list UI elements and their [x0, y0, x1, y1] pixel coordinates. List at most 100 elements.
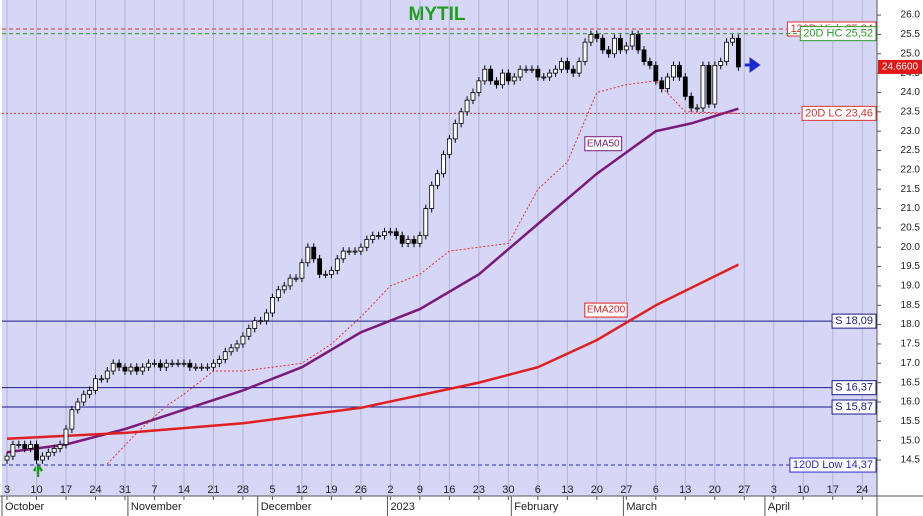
- x-tick-label: 13: [679, 484, 691, 496]
- x-tick-label: 24: [89, 484, 101, 496]
- y-tick-label: 18.0: [901, 319, 921, 330]
- y-tick-label: 16.0: [901, 397, 921, 408]
- candle-body: [4, 455, 10, 461]
- trend-arrow: [744, 57, 761, 73]
- candle-body: [712, 64, 718, 105]
- candle-body: [305, 246, 311, 264]
- x-tick-label: 31: [119, 484, 131, 496]
- y-tick-label: 21.0: [901, 203, 921, 214]
- y-tick-label: 22.5: [901, 145, 921, 156]
- x-tick-label: 28: [237, 484, 249, 496]
- candle-body: [116, 362, 122, 368]
- candle-body: [405, 239, 411, 244]
- x-tick-label: 27: [738, 484, 750, 496]
- month-label: 2023: [390, 501, 414, 513]
- candle-body: [411, 239, 417, 244]
- x-tick-label: 23: [473, 484, 485, 496]
- candle-body: [735, 37, 741, 68]
- candle-body: [228, 347, 234, 353]
- candle-body: [641, 49, 647, 62]
- candle-body: [234, 343, 240, 349]
- candle-body: [511, 76, 517, 82]
- candle-body: [57, 444, 63, 449]
- candle-body: [246, 328, 252, 337]
- candle-body: [34, 444, 39, 461]
- y-tick-label: 14.5: [901, 455, 921, 466]
- month-label: December: [261, 501, 312, 513]
- series-label: EMA200: [587, 305, 626, 316]
- candle-body: [700, 64, 706, 109]
- candle-body: [110, 362, 116, 372]
- candle-body: [258, 320, 264, 323]
- candle-body: [671, 64, 676, 78]
- candle-body: [264, 312, 269, 322]
- candle-body: [505, 72, 511, 82]
- candle-body: [329, 270, 334, 275]
- y-tick-label: 23.0: [901, 126, 921, 137]
- level-box: [831, 399, 877, 415]
- x-tick-label: 2: [387, 484, 393, 496]
- level-label: 20D LC 23,46: [805, 107, 873, 119]
- y-tick-label: 18.5: [901, 300, 921, 311]
- y-tick-label: 23.5: [901, 106, 921, 117]
- last-price-box: [878, 59, 922, 74]
- candle-body: [423, 208, 429, 237]
- candle-body: [441, 153, 446, 175]
- candle-body: [16, 444, 22, 446]
- candle-body: [458, 111, 464, 124]
- indicator-line: [6, 107, 739, 454]
- candle-body: [582, 41, 588, 62]
- candle-body: [87, 389, 92, 395]
- candle-body: [612, 37, 617, 55]
- plot-area: [2, 0, 877, 496]
- candle-body: [157, 362, 163, 368]
- x-tick-label: 20: [709, 484, 721, 496]
- level-tag: 120D Low 14,37: [789, 457, 877, 473]
- x-tick-label: 12: [296, 484, 308, 496]
- candle-body: [694, 107, 700, 110]
- x-tick-label: 21: [207, 484, 219, 496]
- x-tick-label: 3: [771, 484, 777, 496]
- level-box: [799, 26, 877, 42]
- y-tick-label: 21.5: [901, 184, 921, 195]
- x-tick-label: 3: [4, 484, 10, 496]
- candle-body: [205, 366, 210, 369]
- candle-body: [22, 444, 28, 449]
- month-label: November: [131, 501, 182, 513]
- candle-body: [417, 235, 423, 244]
- candle-body: [677, 64, 682, 78]
- candle-body: [529, 68, 535, 71]
- candle-body: [352, 250, 358, 253]
- indicator-line: [6, 263, 739, 440]
- series-box: [584, 302, 628, 318]
- x-tick-label: 13: [561, 484, 573, 496]
- y-tick-label: 17.5: [901, 339, 921, 350]
- candle-body: [730, 37, 735, 43]
- y-tick-label: 22.0: [901, 164, 921, 175]
- x-tick-label: 7: [151, 484, 157, 496]
- candle-body: [199, 366, 205, 369]
- candle-body: [576, 61, 582, 74]
- candle-body: [647, 61, 653, 66]
- candle-body: [688, 95, 694, 109]
- series-box: [584, 136, 623, 152]
- level-box: [831, 380, 877, 396]
- y-tick-label: 16.5: [901, 377, 921, 388]
- level-label: S 18,09: [835, 315, 873, 327]
- candle-body: [364, 239, 370, 248]
- month-label: April: [768, 501, 790, 513]
- level-label: S 15,87: [835, 401, 873, 413]
- level-box: [831, 313, 877, 329]
- candle-body: [718, 61, 724, 66]
- level-label: 120D Low 14,37: [793, 459, 873, 471]
- candle-body: [682, 76, 688, 97]
- candle-body: [541, 76, 547, 79]
- candle-body: [293, 277, 299, 280]
- y-tick-label: 17.0: [901, 358, 921, 369]
- y-tick-label: 26.0: [901, 10, 921, 21]
- candle-body: [134, 366, 140, 372]
- level-tag: 20D HC 25,52: [799, 26, 877, 42]
- x-tick-label: 27: [620, 484, 632, 496]
- x-tick-label: 16: [443, 484, 455, 496]
